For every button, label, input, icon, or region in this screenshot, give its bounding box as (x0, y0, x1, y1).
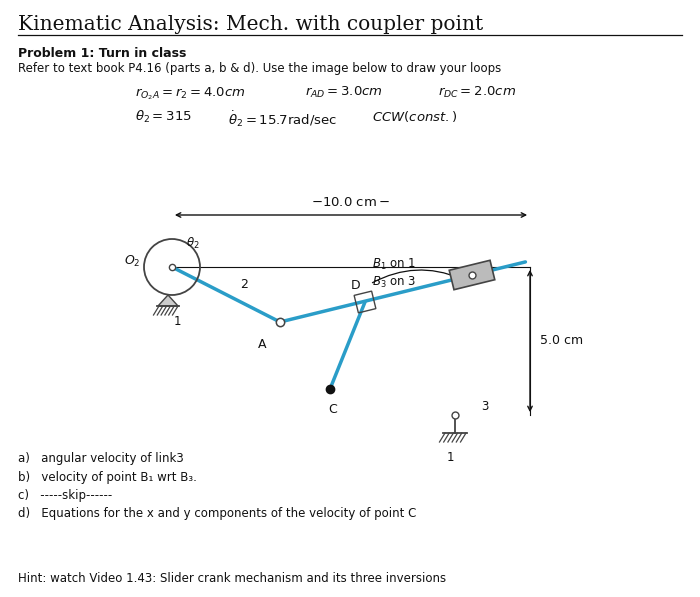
Text: $\dot{\theta}_2 = 15.7\mathrm{rad/sec}$: $\dot{\theta}_2 = 15.7\mathrm{rad/sec}$ (228, 109, 337, 129)
Text: $r_{O_2A} = r_2 = 4.0cm$: $r_{O_2A} = r_2 = 4.0cm$ (135, 85, 246, 101)
Text: 1: 1 (447, 451, 454, 464)
Text: 1: 1 (174, 315, 181, 328)
Text: $r_{DC} = 2.0cm$: $r_{DC} = 2.0cm$ (438, 85, 516, 100)
Text: C: C (328, 403, 337, 416)
Text: Kinematic Analysis: Mech. with coupler point: Kinematic Analysis: Mech. with coupler p… (18, 15, 483, 34)
Text: A: A (258, 338, 266, 351)
Text: $O_2$: $O_2$ (124, 254, 140, 269)
Text: 3: 3 (481, 401, 489, 414)
Text: $r_{AD} = 3.0cm$: $r_{AD} = 3.0cm$ (305, 85, 383, 100)
Text: d)   Equations for the x and y components of the velocity of point C: d) Equations for the x and y components … (18, 507, 416, 521)
Text: Hint: watch Video 1.43: Slider crank mechanism and its three inversions: Hint: watch Video 1.43: Slider crank mec… (18, 572, 446, 585)
Polygon shape (158, 295, 178, 306)
Text: c)   -----skip------: c) -----skip------ (18, 489, 112, 502)
Text: $B_3\ \mathrm{on}\ 3$: $B_3\ \mathrm{on}\ 3$ (372, 275, 416, 290)
Text: Problem 1: Turn in class: Problem 1: Turn in class (18, 47, 186, 60)
Text: 5.0 cm: 5.0 cm (540, 334, 583, 347)
Text: b)   velocity of point B₁ wrt B₃.: b) velocity of point B₁ wrt B₃. (18, 470, 197, 484)
Text: $B_1\ \mathrm{on}\ 1$: $B_1\ \mathrm{on}\ 1$ (372, 257, 416, 272)
Text: $\theta_2 = 315$: $\theta_2 = 315$ (135, 109, 192, 125)
Text: $-10.0\ \mathrm{cm}-$: $-10.0\ \mathrm{cm}-$ (312, 196, 391, 209)
Text: Refer to text book P4.16 (parts a, b & d). Use the image below to draw your loop: Refer to text book P4.16 (parts a, b & d… (18, 62, 501, 75)
Text: $\theta_2$: $\theta_2$ (186, 236, 200, 251)
Text: 2: 2 (240, 278, 248, 291)
Text: a)   angular velocity of link3: a) angular velocity of link3 (18, 452, 183, 465)
Text: $CCW(const.)$: $CCW(const.)$ (372, 109, 458, 124)
Text: D: D (351, 279, 360, 292)
Polygon shape (449, 260, 495, 290)
